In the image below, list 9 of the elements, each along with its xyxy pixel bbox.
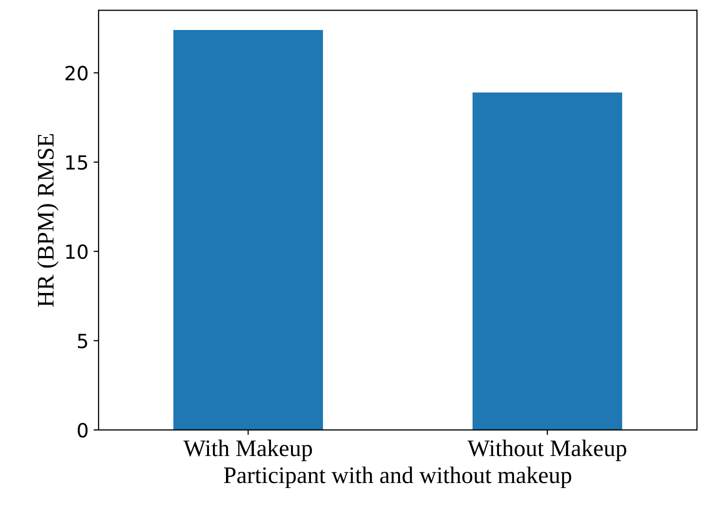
y-tick-label: 20 bbox=[66, 66, 88, 81]
x-axis-title: Participant with and without makeup bbox=[224, 466, 572, 488]
y-tick-label: 0 bbox=[78, 422, 88, 438]
y-tick-label: 10 bbox=[66, 244, 88, 260]
x-tick-label: Without Makeup bbox=[468, 440, 626, 462]
y-tick-label: 5 bbox=[78, 334, 88, 348]
y-tick-label: 15 bbox=[66, 155, 88, 170]
y-axis-title: HR (BPM) RMSE bbox=[37, 134, 59, 307]
x-tick-label: With Makeup bbox=[183, 440, 312, 462]
